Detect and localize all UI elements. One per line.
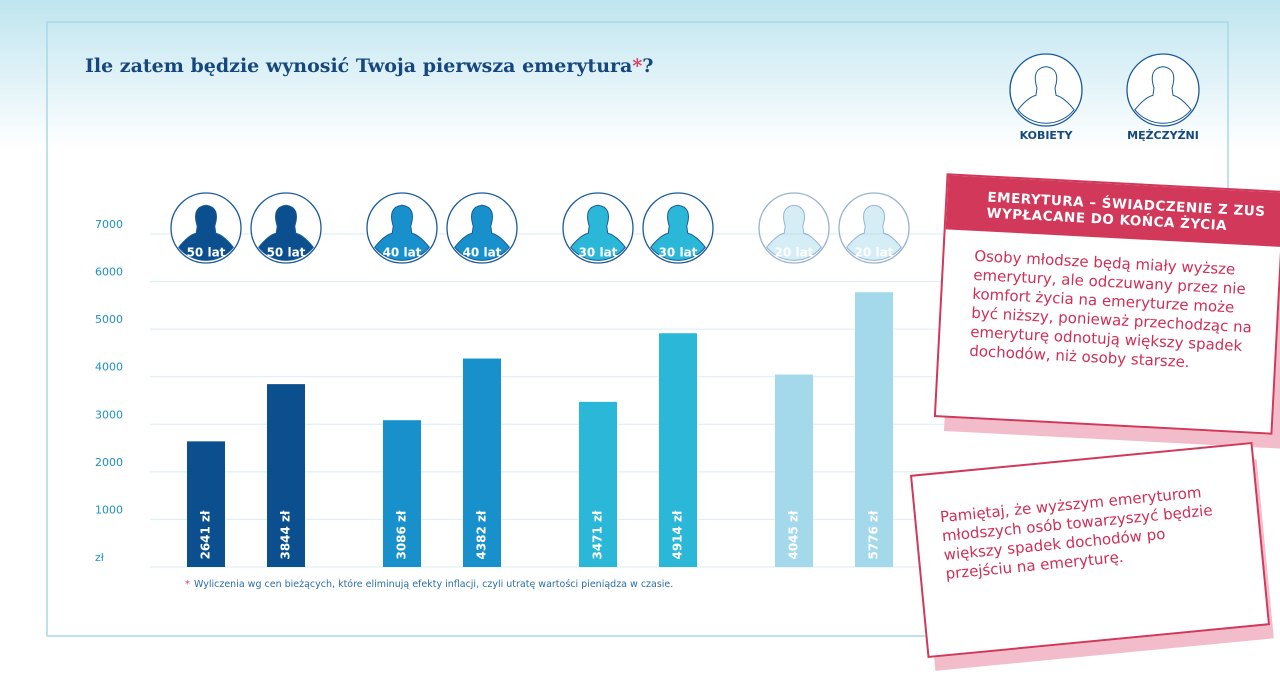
reminder-card: Pamiętaj, że wyższym emeryturom młodszyc…: [909, 441, 1271, 659]
avatar-figure: [650, 204, 706, 261]
y-tick-label: 4000: [95, 361, 123, 374]
value-label: 5776 zł: [867, 510, 881, 560]
bar: [659, 333, 697, 567]
title-asterisk: *: [632, 55, 642, 77]
x-tick-label: 30 lat: [579, 246, 618, 260]
x-tick-label: 50 lat: [267, 246, 306, 260]
avatar-figure: [454, 204, 510, 261]
avatar-circle: [758, 192, 830, 264]
avatar-figure: [258, 204, 314, 261]
bar: [855, 292, 893, 567]
age-icon: 40 lat: [446, 192, 518, 264]
bar: [383, 420, 421, 567]
value-label: 4382 zł: [475, 510, 489, 560]
value-label: 4045 zł: [787, 510, 801, 560]
avatar-circle: [838, 192, 910, 264]
value-label: 3086 zł: [395, 510, 409, 560]
footnote: Wyliczenia wg cen bieżących, które elimi…: [194, 579, 673, 590]
avatar-figure: [766, 204, 822, 261]
avatar-figure: [1017, 66, 1075, 124]
legend-label: KOBIETY: [1020, 129, 1074, 142]
bar: [187, 441, 225, 567]
value-label: 2641 zł: [199, 510, 213, 560]
value-label: 4914 zł: [671, 510, 685, 560]
age-icon: 50 lat: [250, 192, 322, 264]
bar: [775, 374, 813, 567]
y-tick-label: 6000: [95, 266, 123, 279]
age-icon: 50 lat: [170, 192, 242, 264]
definition-card: EMERYTURA – ŚWIADCZENIE Z ZUS WYPŁACANE …: [933, 173, 1280, 435]
avatar-figure: [846, 204, 902, 261]
x-tick-label: 40 lat: [383, 246, 422, 260]
value-label: 3471 zł: [591, 510, 605, 560]
y-tick-label: 2000: [95, 456, 123, 469]
legend-item: MĘŻCZYŹNI: [1126, 53, 1200, 142]
age-icon: 30 lat: [562, 192, 634, 264]
y-tick-label: 3000: [95, 408, 123, 421]
x-tick-label: 20 lat: [855, 246, 894, 260]
age-icon: 20 lat: [838, 192, 910, 264]
value-label: 3844 zł: [279, 510, 293, 560]
age-icon: 30 lat: [642, 192, 714, 264]
y-tick-label: 5000: [95, 313, 123, 326]
bar: [267, 384, 305, 567]
age-icon: 20 lat: [758, 192, 830, 264]
avatar-figure: [374, 204, 430, 261]
title-end: ?: [642, 55, 653, 77]
legend-item: KOBIETY: [1009, 53, 1083, 142]
avatar-figure: [570, 204, 626, 261]
x-tick-label: 40 lat: [463, 246, 502, 260]
y-tick-label: 1000: [95, 503, 123, 516]
footnote-mark: *: [185, 579, 190, 590]
definition-text: Osoby młodsze będą miały wyższe emerytur…: [968, 246, 1253, 372]
y-tick-label: 7000: [95, 218, 123, 231]
avatar-figure: [178, 204, 234, 261]
bar: [463, 358, 501, 567]
avatar-figure: [1134, 66, 1192, 124]
title-text: Ile zatem będzie wynosić Twoja pierwsza …: [85, 55, 632, 77]
legend-label: MĘŻCZYŹNI: [1127, 128, 1199, 142]
bar: [579, 401, 617, 567]
x-tick-label: 50 lat: [187, 246, 226, 260]
chart-title: Ile zatem będzie wynosić Twoja pierwsza …: [85, 55, 653, 77]
age-icon: 40 lat: [366, 192, 438, 264]
x-tick-label: 20 lat: [775, 246, 814, 260]
y-tick-label: zł: [95, 551, 105, 564]
x-tick-label: 30 lat: [659, 246, 698, 260]
